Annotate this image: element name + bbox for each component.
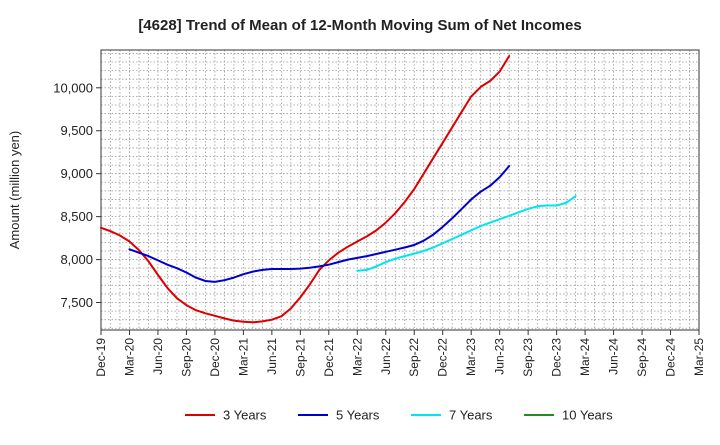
x-tick-label: Dec-22 — [436, 338, 450, 377]
x-tick-label: Mar-21 — [236, 338, 250, 376]
x-tick-label: Mar-22 — [350, 338, 364, 376]
x-tick-label: Sep-24 — [635, 338, 649, 377]
x-tick-label: Jun-23 — [493, 338, 507, 375]
series-line-7-years — [356, 195, 577, 272]
legend-label-7-years: 7 Years — [449, 408, 493, 423]
x-tick-label: Mar-20 — [122, 338, 136, 376]
legend-label-5-years: 5 Years — [336, 408, 380, 423]
chart-title: [4628] Trend of Mean of 12-Month Moving … — [138, 17, 581, 34]
legend: 3 Years 5 Years 7 Years 10 Years — [185, 408, 613, 423]
legend-label-10-years: 10 Years — [562, 408, 613, 423]
y-tick-label: 9,500 — [60, 123, 93, 138]
x-tick-label: Dec-20 — [208, 338, 222, 377]
x-tick-label: Dec-24 — [664, 338, 678, 377]
x-tick-label: Dec-19 — [94, 338, 108, 377]
x-tick-label: Jun-21 — [265, 338, 279, 375]
plot-frame — [100, 49, 700, 331]
y-tick-label: 8,000 — [60, 252, 93, 267]
x-tick-label: Jun-20 — [151, 338, 165, 375]
x-tick-label: Sep-21 — [293, 338, 307, 377]
x-tick-label: Mar-25 — [692, 338, 706, 376]
y-tick-label: 8,500 — [60, 209, 93, 224]
x-tick-label: Sep-22 — [407, 338, 421, 377]
y-tick-label: 7,500 — [60, 295, 93, 310]
x-tick-label: Mar-24 — [578, 338, 592, 376]
y-axis-label: Amount (million yen) — [7, 131, 22, 250]
plot-area: 7,500 8,000 8,500 9,000 9,500 10,000 Dec-19 Mar… — [53, 49, 706, 377]
y-tick-label: 9,000 — [60, 166, 93, 181]
x-tick-label: Dec-23 — [550, 338, 564, 377]
x-tick-label: Sep-20 — [179, 338, 193, 377]
x-tick-label: Mar-23 — [464, 338, 478, 376]
series-line-5-years — [128, 165, 511, 283]
plot-background — [101, 50, 699, 330]
legend-label-3-years: 3 Years — [223, 408, 267, 423]
x-tick-label: Jun-24 — [607, 338, 621, 375]
x-tick-label: Sep-23 — [521, 338, 535, 377]
y-tick-label: 10,000 — [53, 80, 93, 95]
x-tick-label: Jun-22 — [379, 338, 393, 375]
x-tick-label: Dec-21 — [322, 338, 336, 377]
series-line-3-years — [100, 55, 511, 324]
